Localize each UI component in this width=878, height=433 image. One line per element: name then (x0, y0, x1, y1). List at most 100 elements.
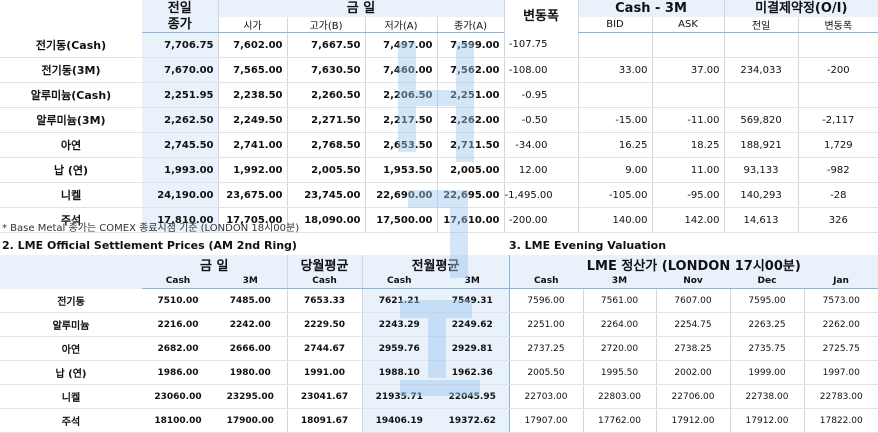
cell-prev-close: 7,706.75 (142, 32, 218, 58)
row-name: 전기동 (0, 288, 142, 313)
cell-bid: -15.00 (577, 107, 653, 133)
cell-ask: -95.00 (651, 182, 725, 208)
header-month-avg: 당월평균 (286, 255, 363, 274)
cell-close: 2,005.00 (436, 157, 505, 183)
cell-bid (577, 32, 653, 58)
cell-eval-3m: 7561.00 (582, 288, 657, 313)
cell-high: 7,630.50 (286, 57, 365, 83)
cell-month-avg: 2229.50 (286, 312, 363, 337)
cell-change: -0.95 (503, 82, 579, 108)
cell-eval-cash: 17907.00 (508, 408, 584, 433)
section-title-evening-valuation: 3. LME Evening Valuation (509, 239, 667, 252)
cell-low: 17,500.00 (364, 207, 437, 233)
row-name: 아연 (0, 336, 142, 361)
cell-change: -108.00 (503, 57, 579, 83)
cell-3m: 1980.00 (214, 360, 288, 385)
header-close: 종가(A) (436, 17, 505, 33)
cell-oi-change: 1,729 (797, 132, 878, 158)
table-row: 아연 2682.00 2666.00 2744.67 2959.76 2929.81 273… (0, 336, 878, 361)
row-name: 주석 (0, 207, 142, 233)
cell-open: 1,992.00 (217, 157, 287, 183)
table-row: 아연 2,745.50 2,741.00 2,768.50 2,653.50 2,711.… (0, 132, 878, 158)
subheader-cell: Cash (508, 274, 584, 289)
cell-oi-change: 326 (797, 207, 878, 233)
cell-bid: 33.00 (577, 57, 653, 83)
cell-prev-cash: 19406.19 (361, 408, 437, 433)
cell-prev-3m: 1962.36 (436, 360, 510, 385)
header-change: 변동폭 (503, 0, 579, 33)
cell-low: 2,217.50 (364, 107, 437, 133)
cell-prev-3m: 22045.95 (436, 384, 510, 409)
subheader-cell: 3M (583, 274, 657, 289)
cell-eval-cash: 2005.50 (508, 360, 584, 385)
cell-high: 18,090.00 (286, 207, 365, 233)
row-name: 납 (연) (0, 157, 142, 183)
cell-oi-change: -28 (797, 182, 878, 208)
header-name-blank (0, 0, 142, 33)
table-row: 알루미늄 2216.00 2242.00 2229.50 2243.29 2249.62 2… (0, 312, 878, 337)
header-oi-prev: 전일 (723, 17, 799, 33)
row-name: 전기동(Cash) (0, 32, 142, 58)
row-name: 주석 (0, 408, 142, 433)
row-name: 니켈 (0, 182, 142, 208)
cell-eval-3m: 22803.00 (582, 384, 657, 409)
cell-prev-3m: 2249.62 (436, 312, 510, 337)
cell-eval-3m: 1995.50 (582, 360, 657, 385)
subheader-cell: Dec (730, 274, 805, 289)
cell-dec: 2263.25 (729, 312, 805, 337)
cell-prev-cash: 1988.10 (361, 360, 437, 385)
cell-month-avg: 7653.33 (286, 288, 363, 313)
cell-low: 1,953.50 (364, 157, 437, 183)
section-title-settlement: 2. LME Official Settlement Prices (AM 2n… (2, 239, 297, 252)
row-name: 알루미늄(3M) (0, 107, 142, 133)
table-row: 알루미늄(3M) 2,262.50 2,249.50 2,271.50 2,217.50… (0, 107, 878, 133)
cell-bid: -105.00 (577, 182, 653, 208)
cell-nov: 2254.75 (655, 312, 731, 337)
cell-3m: 2666.00 (214, 336, 288, 361)
cell-jan: 17822.00 (803, 408, 878, 433)
header-cash-3m: Cash - 3M (577, 0, 725, 17)
subheader-cell: 3M (436, 274, 510, 289)
cell-ask: -11.00 (651, 107, 725, 133)
cell-cash: 2216.00 (142, 312, 214, 337)
cell-low: 7,460.00 (364, 57, 437, 83)
cell-bid: 140.00 (577, 207, 653, 233)
cell-jan: 7573.00 (803, 288, 878, 313)
cell-open: 2,741.00 (217, 132, 287, 158)
cell-dec: 22738.00 (729, 384, 805, 409)
cell-open: 2,238.50 (217, 82, 287, 108)
header-low: 저가(A) (364, 17, 437, 33)
cell-prev-close: 2,745.50 (142, 132, 218, 158)
cell-close: 2,711.50 (436, 132, 505, 158)
cell-prev-3m: 19372.62 (436, 408, 510, 433)
subheader-cell: Cash (361, 274, 437, 289)
cell-3m: 17900.00 (214, 408, 288, 433)
cell-oi: 14,613 (723, 207, 799, 233)
cell-oi: 569,820 (723, 107, 799, 133)
header-oi-change: 변동폭 (797, 17, 878, 33)
cell-oi-change: -2,117 (797, 107, 878, 133)
subheader-cell: Cash (286, 274, 363, 289)
cell-close: 2,262.00 (436, 107, 505, 133)
cell-prev-cash: 7621.21 (361, 288, 437, 313)
cell-dec: 7595.00 (729, 288, 805, 313)
cell-high: 2,271.50 (286, 107, 365, 133)
table-row: 주석 17,810.00 17,705.00 18,090.00 17,500.00 17… (0, 207, 878, 233)
header-prev-line1: 전일 (142, 0, 218, 17)
cell-change: -107.75 (503, 32, 579, 58)
cell-jan: 2725.75 (803, 336, 878, 361)
header-bid: BID (577, 17, 653, 33)
cell-open: 17,705.00 (217, 207, 287, 233)
cell-bid: 16.25 (577, 132, 653, 158)
cell-high: 2,768.50 (286, 132, 365, 158)
cell-ask: 37.00 (651, 57, 725, 83)
cell-prev-3m: 2929.81 (436, 336, 510, 361)
cell-close: 22,695.00 (436, 182, 505, 208)
cell-prev-close: 1,993.00 (142, 157, 218, 183)
cell-low: 2,206.50 (364, 82, 437, 108)
row-name: 전기동(3M) (0, 57, 142, 83)
closing-note: * Base Metal 종가는 COMEX 종료시점 기준 (LONDON 1… (2, 223, 300, 234)
cell-low: 7,497.00 (364, 32, 437, 58)
cell-bid: 9.00 (577, 157, 653, 183)
cell-prev-3m: 7549.31 (436, 288, 510, 313)
